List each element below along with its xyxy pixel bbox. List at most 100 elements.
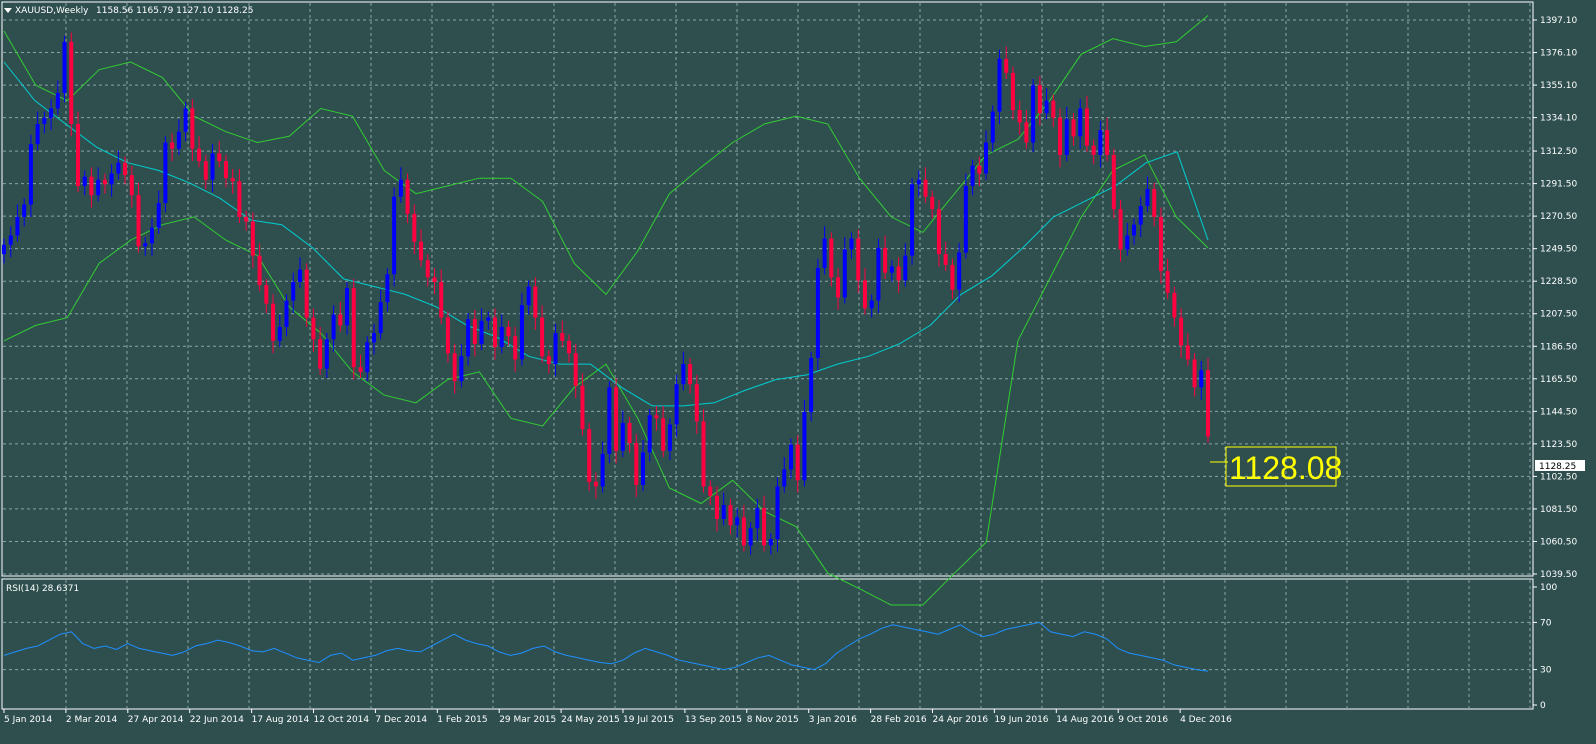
candle-body	[714, 495, 719, 520]
dropdown-triangle-icon[interactable]	[4, 8, 12, 13]
candle-body	[1044, 100, 1049, 114]
candle-body	[284, 300, 289, 327]
time-tick-label: 29 Mar 2015	[499, 715, 556, 725]
candle-body	[338, 314, 343, 326]
candle-body	[1031, 85, 1036, 143]
candle-body	[916, 179, 921, 185]
price-tick-label: 1039.50	[1540, 570, 1577, 580]
price-tick-label: 1397.10	[1540, 16, 1577, 26]
price-tick-label: 1228.50	[1540, 277, 1577, 287]
time-tick-label: 28 Feb 2016	[871, 715, 927, 725]
candle-body	[640, 452, 645, 485]
rsi-tick-label: 30	[1540, 666, 1552, 676]
price-tick-label: 1207.50	[1540, 310, 1577, 320]
candle-body	[795, 444, 800, 481]
candle-body	[553, 333, 558, 365]
candle-body	[869, 300, 874, 309]
candle-body	[1185, 345, 1190, 360]
candle-body	[425, 260, 430, 278]
price-tick-label: 1123.50	[1540, 440, 1577, 450]
bollinger-lower-line	[3, 154, 1209, 606]
candle-body	[419, 241, 424, 261]
candle-body	[405, 179, 410, 214]
candle-body	[466, 319, 471, 357]
candle-body	[183, 108, 188, 132]
time-tick-label: 24 Apr 2016	[933, 715, 989, 725]
time-tick-label: 2 Mar 2014	[66, 715, 118, 725]
candle-body	[203, 161, 208, 180]
price-tick-label: 1165.50	[1540, 375, 1577, 385]
candle-body	[802, 412, 807, 481]
candle-body	[614, 387, 619, 451]
candle-body	[1098, 130, 1103, 155]
candle-body	[560, 333, 565, 341]
rsi-line	[3, 621, 1209, 672]
candle-body	[721, 505, 726, 520]
candle-body	[378, 302, 383, 334]
candle-body	[620, 422, 625, 451]
price-callout-text: 1128.08	[1229, 450, 1342, 486]
candle-body	[55, 92, 60, 109]
candle-body	[741, 517, 746, 546]
candle-body	[452, 353, 457, 382]
candle-body	[445, 317, 450, 354]
candle-body	[1118, 209, 1123, 250]
candle-body	[587, 429, 592, 482]
candle-body	[1105, 130, 1110, 155]
candle-body	[358, 367, 363, 372]
price-tick-label: 1102.50	[1540, 472, 1577, 482]
candle-body	[708, 486, 713, 496]
price-tick-label: 1144.50	[1540, 407, 1577, 417]
candle-body	[472, 319, 477, 344]
candle-body	[62, 41, 67, 93]
candle-body	[439, 281, 444, 318]
candle-body	[82, 176, 87, 186]
candle-body	[1037, 85, 1042, 114]
candle-body	[486, 317, 491, 321]
candle-body	[782, 469, 787, 487]
candle-body	[230, 178, 235, 182]
candle-body	[809, 357, 814, 413]
candle-body	[775, 486, 780, 540]
candle-body	[210, 153, 215, 180]
candle-body	[910, 184, 915, 256]
candle-body	[1158, 216, 1163, 272]
candle-body	[567, 340, 572, 354]
current-price-tag	[1535, 460, 1585, 471]
candle-body	[836, 277, 841, 298]
price-tick-label: 1186.50	[1540, 342, 1577, 352]
candle-body	[392, 196, 397, 275]
candle-body	[123, 162, 128, 176]
candle-body	[250, 221, 255, 256]
candle-body	[896, 266, 901, 281]
candle-body	[331, 314, 336, 340]
candle-body	[977, 165, 982, 174]
candle-body	[667, 424, 672, 451]
candle-body	[96, 179, 101, 196]
candle-body	[365, 342, 370, 372]
candle-body	[89, 176, 94, 196]
rsi-panel-border	[1, 578, 1534, 710]
candle-body	[748, 528, 753, 546]
candle-body	[1125, 235, 1130, 250]
candle-body	[291, 281, 296, 301]
time-tick-label: 7 Dec 2014	[375, 715, 427, 725]
candle-body	[600, 453, 605, 487]
rsi-tick-label: 0	[1540, 701, 1546, 711]
time-tick-label: 27 Apr 2014	[128, 715, 184, 725]
candle-body	[728, 505, 733, 526]
candle-body	[1138, 206, 1143, 225]
candle-body	[1152, 189, 1157, 217]
time-tick-label: 14 Aug 2016	[1056, 715, 1114, 725]
candle-body	[15, 216, 20, 236]
candle-body	[593, 481, 598, 487]
time-tick-label: 12 Oct 2014	[314, 715, 370, 725]
candle-body	[1132, 224, 1137, 236]
candle-body	[889, 266, 894, 273]
candle-body	[519, 305, 524, 360]
candle-body	[459, 356, 464, 382]
candle-body	[1064, 119, 1069, 155]
candle-body	[1010, 72, 1015, 111]
ohlc-values: 1158.56 1165.79 1127.10 1128.25	[96, 6, 253, 16]
